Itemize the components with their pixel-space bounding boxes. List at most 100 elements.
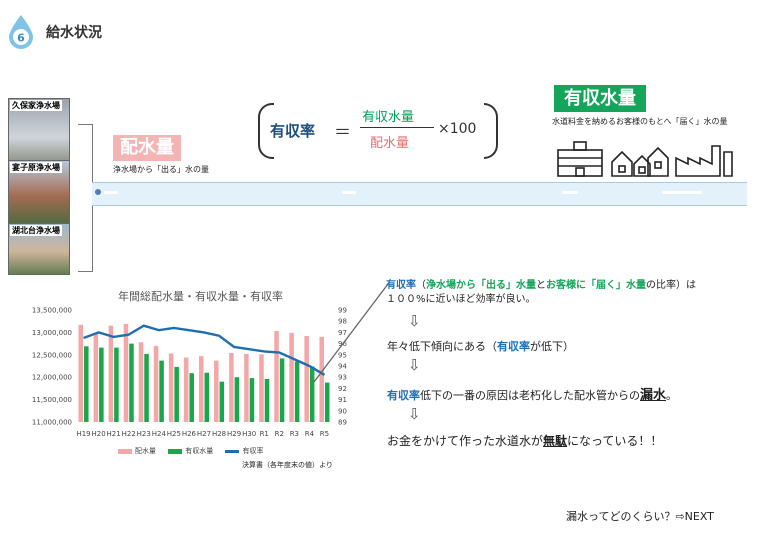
y-left-tick: 12,000,000 [32,374,72,382]
plant-bracket [78,124,93,272]
y-left-tick: 13,500,000 [32,307,72,315]
formula-multiplier: ×100 [438,121,477,137]
y-right-tick: 90 [338,407,347,415]
y-left-tick: 11,000,000 [32,419,72,427]
formula-right-paren [484,103,498,159]
bar-distribution [108,325,114,422]
pipe-start-dot [95,189,101,195]
waste-lead: お金をかけて作った水道水が [387,434,544,448]
formula-equals: ＝ [334,123,351,143]
bar-distribution [319,336,324,422]
bar-revenue [264,378,270,422]
trend-text: 年々低下傾向にある（ [387,340,497,353]
x-tick: R4 [305,430,315,438]
bar-revenue [174,366,179,422]
legend-ratio: 有収率 [242,447,264,455]
bar-distribution [259,354,264,422]
formula-denominator: 配水量 [370,136,410,151]
chart-title: 年間総配水量・有収水量・有収率 [118,290,283,303]
ratio-term-1: 有収率 [386,280,416,291]
bar-revenue [249,378,255,422]
y-left-tick: 12,500,000 [32,351,72,359]
plant-photo-kohokudai: 湖北台浄水場 [8,223,70,275]
bar-revenue [234,377,240,422]
legend-distribution: 配水量 [135,447,156,455]
bar-revenue [219,381,225,422]
bar-distribution [198,356,204,422]
legend-revenue: 有収水量 [185,447,214,455]
ratio-suffix: の比率）は [646,280,696,291]
outflow-term: 浄水場から「出る」水量 [426,280,536,291]
y-right-tick: 98 [338,318,347,326]
bar-revenue [189,373,194,422]
customer-buildings-icon [557,141,733,177]
next-link[interactable]: 漏水ってどのくらい？⇨NEXT [566,510,714,523]
bar-revenue [324,382,330,422]
bar-revenue [99,347,104,422]
legend-swatch-distribution [118,448,132,454]
x-tick: H26 [182,430,197,438]
efficiency-note: １００%に近いほど効率が良い。 [386,294,536,305]
plant-name-kohokudai: 湖北台浄水場 [10,225,62,236]
bar-revenue [129,343,134,422]
waste-term: 無駄 [543,434,568,448]
ratio-term-2: 有収率 [497,340,530,353]
trend-suffix: が低下） [530,340,574,353]
x-tick: R1 [260,430,269,438]
distribution-label: 配水量 [113,135,181,161]
bar-revenue [159,360,164,422]
chart-source: 決算書（各年度末の値）より [242,461,333,469]
bar-distribution [289,332,294,422]
bar-distribution [183,357,189,422]
explanation-line-1: 有収率（浄水場から「出る」水量とお客様に「届く」水量の比率）は １００%に近いほ… [386,279,746,307]
waste-suffix: になっている！！ [567,434,663,448]
plant-name-higashi: 宴子原浄水場 [10,162,62,173]
x-tick: H27 [197,430,211,438]
bar-revenue [144,353,149,422]
y-right-tick: 89 [338,419,347,427]
y-right-tick: 94 [338,363,347,371]
delivered-term: お客様に「届く」水量 [546,280,646,291]
bar-distribution [168,353,174,422]
section-title: 給水状況 [46,25,102,41]
bar-revenue [279,358,285,422]
bar-distribution [138,342,144,422]
y-right-tick: 92 [338,385,347,393]
bar-distribution [244,353,249,422]
x-tick: H21 [107,430,121,438]
x-tick: H29 [227,430,241,438]
water-volume-chart: 11,000,000 11,500,000 12,000,000 12,500,000… [32,307,348,439]
bar-revenue [84,346,89,422]
cause-text: 低下の一番の原因は老朽化した配水管からの [420,389,640,402]
formula-fraction-bar [360,127,434,128]
chart-legend: 配水量 有収水量 有収率 [108,446,263,456]
legend-swatch-revenue [168,448,183,454]
bar-distribution [78,324,84,422]
explanation-line-4: お金をかけて作った水道水が無駄になっている！！ [387,432,662,449]
y-right-tick: 95 [338,351,347,359]
y-right-tick: 91 [338,396,347,404]
revenue-water-label: 有収水量 [554,85,646,112]
bar-distribution [153,345,159,422]
formula: 有収率 ＝ 有収水量 配水量 ×100 [258,103,498,159]
bar-revenue [294,361,300,422]
x-tick: H23 [137,430,151,438]
plant-photo-kubo: 久保家浄水場 [8,98,70,164]
bar-revenue [204,372,210,422]
y-right-tick: 93 [338,374,347,382]
bar-distribution [214,360,219,422]
formula-ratio-label: 有収率 [270,122,316,140]
x-tick: H22 [122,430,136,438]
period: 。 [666,389,678,402]
bar-revenue [114,347,119,422]
y-right-tick: 97 [338,329,347,337]
bar-distribution [229,353,234,422]
bar-distribution [123,323,129,422]
conjunction: と [536,280,546,291]
down-arrow-icon: ⇩ [408,356,421,374]
y-left-tick: 13,000,000 [32,329,72,337]
distribution-desc: 浄水場から「出る」水の量 [113,165,209,174]
x-tick: R2 [275,430,284,438]
legend-swatch-ratio [225,449,240,453]
down-arrow-icon: ⇩ [408,312,421,330]
